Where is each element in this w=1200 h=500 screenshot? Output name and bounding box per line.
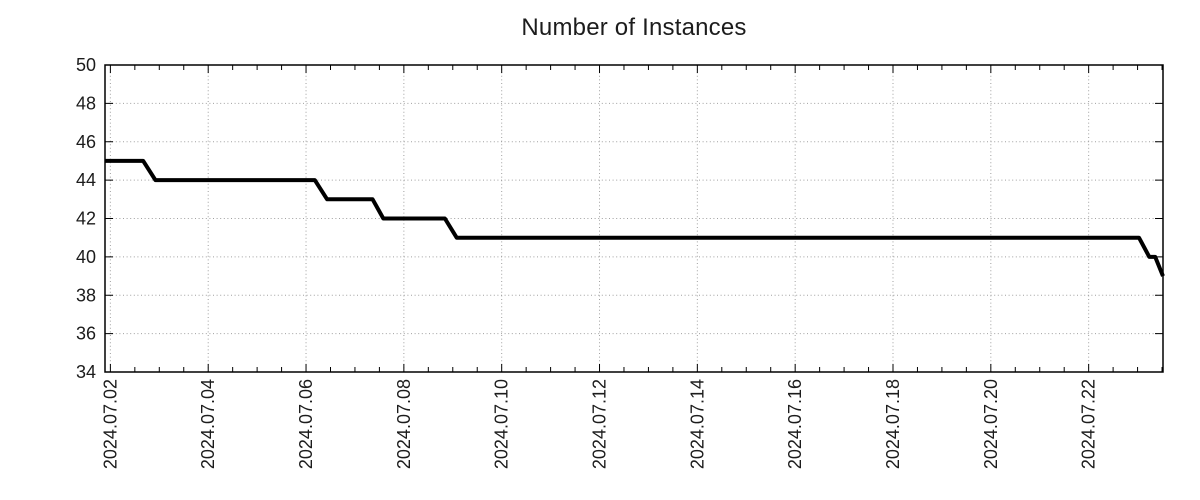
plot-border [104,64,1164,373]
y-tick-label: 36 [76,324,96,344]
x-tick-label: 2024.07.08 [394,379,414,469]
y-tick-label: 44 [76,170,96,190]
y-tick-label: 38 [76,285,96,305]
y-tick-label: 48 [76,93,96,113]
series-line-instances [105,158,1165,277]
x-tick-label: 2024.07.18 [883,379,903,469]
y-tick-label: 40 [76,247,96,267]
x-tick-label: 2024.07.12 [590,379,610,469]
y-tick-label: 42 [76,209,96,229]
x-tick-label: 2024.07.06 [296,379,316,469]
chart-title: Number of Instances [521,14,747,41]
x-tick-label: 2024.07.10 [492,379,512,469]
x-tick-label: 2024.07.20 [981,379,1001,469]
y-tick-label: 46 [76,132,96,152]
y-tick-label: 34 [76,362,96,382]
x-tick-label: 2024.07.16 [785,379,805,469]
y-tick-label: 50 [76,55,96,75]
x-tick-label: 2024.07.22 [1079,379,1099,469]
x-tick-label: 2024.07.04 [198,379,218,469]
x-tick-label: 2024.07.02 [100,379,120,469]
x-tick-label: 2024.07.14 [687,379,707,469]
